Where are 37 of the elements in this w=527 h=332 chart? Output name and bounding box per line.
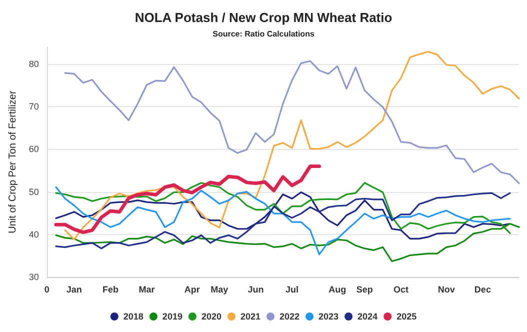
x-tick-label: Feb [102,284,119,294]
line-series [55,222,520,262]
legend-label: 2024 [358,312,378,322]
line-series [55,186,511,256]
x-tick-label: 0 [44,284,50,294]
x-tick-label: May [210,284,228,294]
x-tick-label: Dec [474,284,491,294]
line-series [55,192,511,250]
y-tick-label: 40 [28,229,39,240]
legend-label: 2023 [318,312,339,322]
legend-label: 2020 [201,312,222,322]
chart-title: NOLA Potash / New Crop MN Wheat Ratio [134,10,392,25]
x-tick-label: Jan [66,284,82,294]
legend-label: 2018 [123,312,144,322]
line-series [64,60,520,184]
legend-label: 2025 [396,312,417,322]
y-tick-label: 80 [28,59,39,70]
chart-subtitle: Source: Ratio Calculations [212,30,315,38]
legend-label: 2022 [280,312,300,322]
x-tick-label: Mar [138,284,156,294]
x-tick-label: Aug [328,284,346,294]
y-tick-label: 60 [28,144,39,154]
x-tick-label: Jul [286,284,299,294]
line-series [55,182,511,234]
y-tick-label: 50 [28,186,39,197]
x-tick-label: Apr [184,284,200,294]
y-tick-label: 30 [28,272,39,282]
line-series [54,164,322,234]
x-tick-label: Sep [356,284,374,294]
y-tick-label: 70 [28,102,39,112]
x-tick-label: Oct [393,284,408,294]
line-series [64,50,520,240]
x-tick-label: Jun [248,284,264,294]
y-axis-title: Unit of Crop Per Ton of Fertilizer [8,90,18,234]
x-tick-label: Nov [438,284,455,294]
legend-label: 2019 [162,312,182,322]
legend-label: 2021 [240,312,261,322]
